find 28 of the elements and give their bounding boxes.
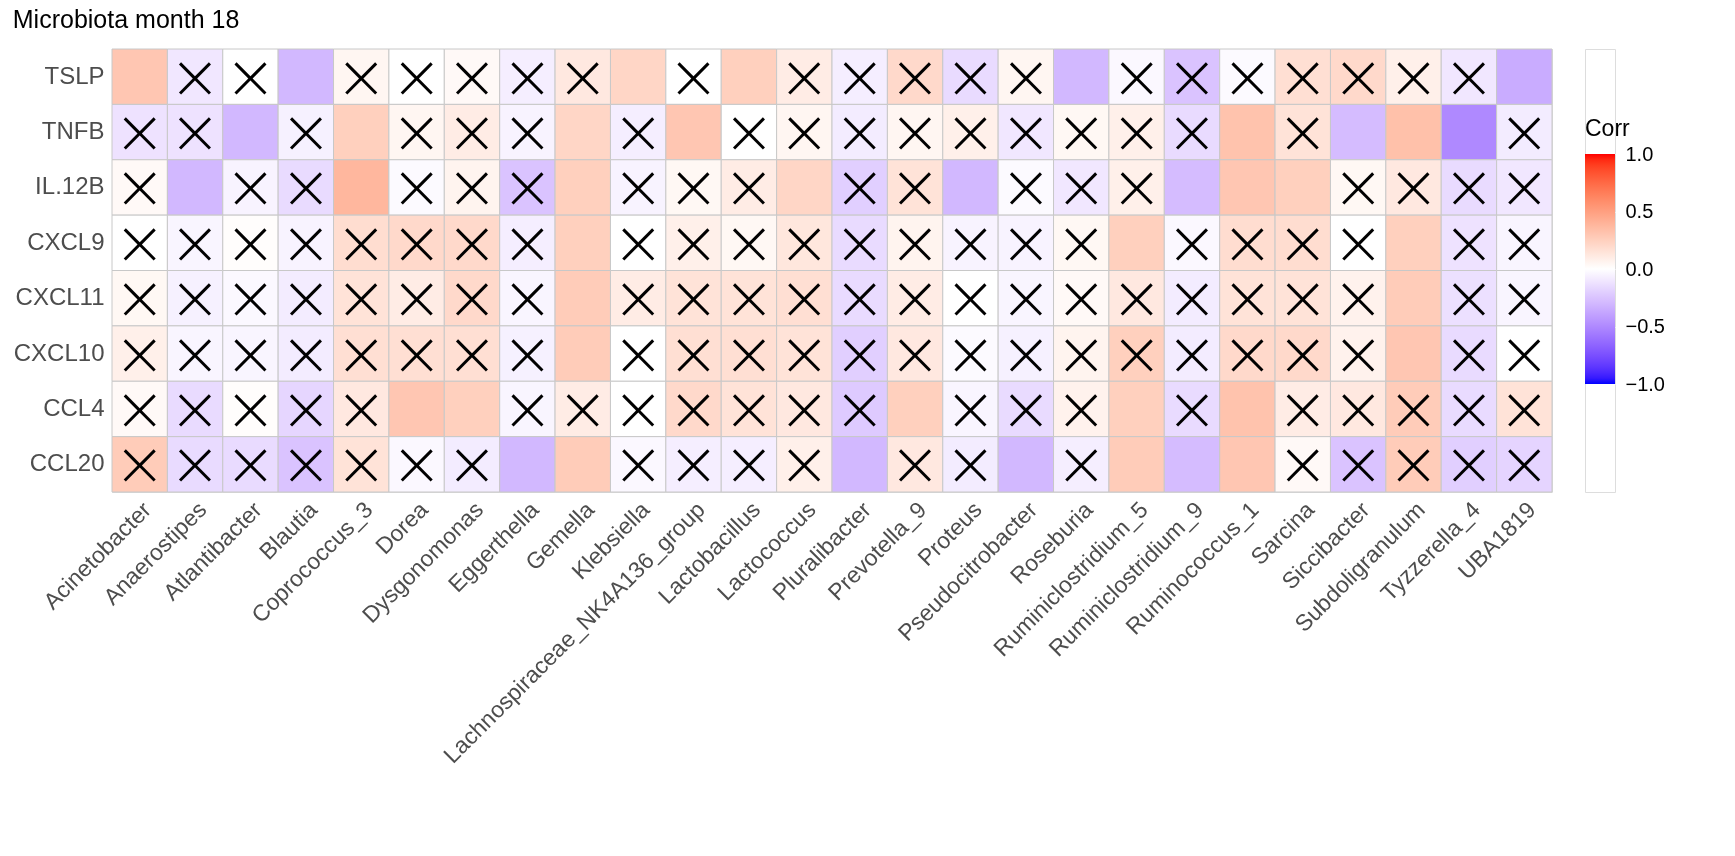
data-label: × xyxy=(556,371,609,445)
data-label: × xyxy=(1221,39,1274,113)
y-tick-label: TNFB xyxy=(41,117,105,145)
color-bar-label: 0.5 xyxy=(1625,200,1654,222)
data-label: × xyxy=(889,427,942,501)
y-tick-label: TSLP xyxy=(44,61,105,89)
y-tick-label: CCL4 xyxy=(43,393,105,421)
data-label: × xyxy=(335,39,388,113)
data-label: × xyxy=(1387,39,1440,113)
data-label: × xyxy=(224,39,277,113)
data-label: × xyxy=(1332,39,1385,113)
color-bar-label: 0.0 xyxy=(1625,257,1654,280)
y-tick-label: CCL20 xyxy=(29,449,105,477)
color-bar-label: −1.0 xyxy=(1625,372,1665,395)
data-label: × xyxy=(446,427,498,501)
data-label: × xyxy=(1387,150,1440,224)
y-tick-label: CXCL9 xyxy=(27,227,105,255)
color-bar-label: −0.5 xyxy=(1625,315,1665,337)
color-bar-label: 1.0 xyxy=(1625,142,1654,165)
data-label: × xyxy=(390,427,443,501)
y-tick-label: CXCL11 xyxy=(15,283,105,311)
data-label: × xyxy=(667,39,720,113)
color-bar-title: Corr xyxy=(1585,115,1631,141)
y-tick-label: CXCL10 xyxy=(13,338,105,366)
data-label: × xyxy=(1442,39,1495,113)
y-tick-label: IL.12B xyxy=(35,172,105,200)
data-label: × xyxy=(556,39,609,113)
chart-title: Microbiota month 18 xyxy=(12,5,240,34)
